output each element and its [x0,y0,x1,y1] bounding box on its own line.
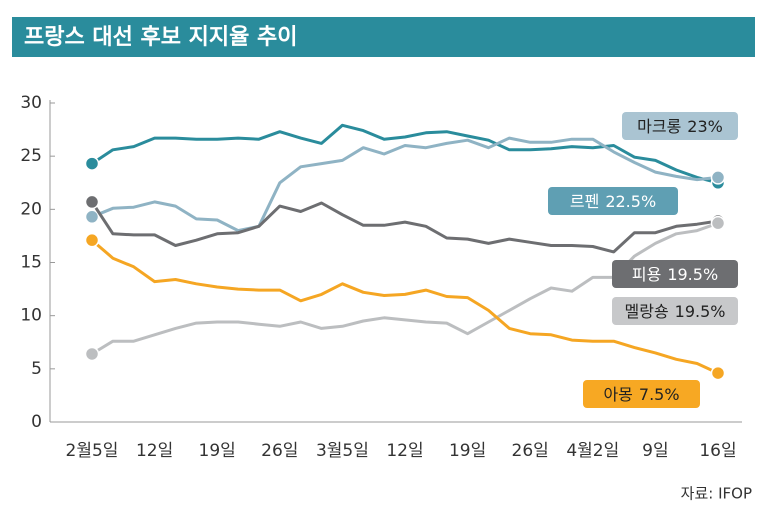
series-annotation: 19.5% [667,265,718,284]
series-line [91,123,719,185]
end-dot [84,156,100,171]
y-tick-label: 30 [20,93,42,113]
x-tick-label: 26일 [512,441,549,461]
x-tick-label: 26일 [261,441,298,461]
series-name: 멜랑숑 [625,302,669,321]
label-box [622,112,738,140]
x-tick-label: 19일 [449,441,486,461]
series-line [90,201,719,254]
y-tick-label: 5 [31,359,42,379]
series-annotation: 19.5% [675,302,726,321]
series-annotation: 22.5% [605,192,656,211]
end-dot [710,170,726,185]
end-label: 피용 19.5% [632,265,718,284]
series-name: 피용 [632,265,661,284]
label-box [612,260,738,288]
series-name: 마크롱 [637,117,681,136]
x-tick-label: 12일 [386,441,423,461]
x-tick-label: 12일 [136,441,173,461]
series-name: 아몽 [603,385,632,404]
y-tick-label: 25 [20,146,42,166]
series-line [91,239,719,375]
chart-title: 프랑스 대선 후보 지지율 추이 [24,25,298,50]
label-box [583,380,700,408]
label-box [548,187,678,215]
y-tick-label: 10 [20,306,42,326]
x-tick-label: 16일 [699,441,736,461]
title-bar [12,17,755,57]
y-tick-label: 0 [31,412,42,432]
source: 자료: IFOP [681,485,752,503]
x-tick-label: 19일 [199,441,236,461]
series-name: 르펜 [570,192,599,211]
end-label: 아몽 7.5% [603,385,679,404]
x-tick-label: 2월5일 [66,441,119,461]
x-tick-label: 3월5일 [316,441,369,461]
end-label: 멜랑숑 19.5% [625,302,726,321]
series-line [91,136,719,233]
y-tick-label: 15 [20,253,42,273]
x-tick-label: 4월2일 [566,441,619,461]
end-dot [84,194,100,210]
end-dot [710,365,726,381]
y-tick-label: 20 [20,199,42,219]
end-dot [710,215,726,231]
series-annotation: 7.5% [639,385,680,404]
series-annotation: 23% [687,117,723,136]
end-label: 르펜 22.5% [570,192,656,211]
end-dot [84,346,100,362]
end-dot [84,232,100,248]
end-dot [84,209,100,225]
x-tick-label: 9일 [642,441,668,461]
end-label: 마크롱 23% [637,117,723,136]
label-box [612,297,738,325]
